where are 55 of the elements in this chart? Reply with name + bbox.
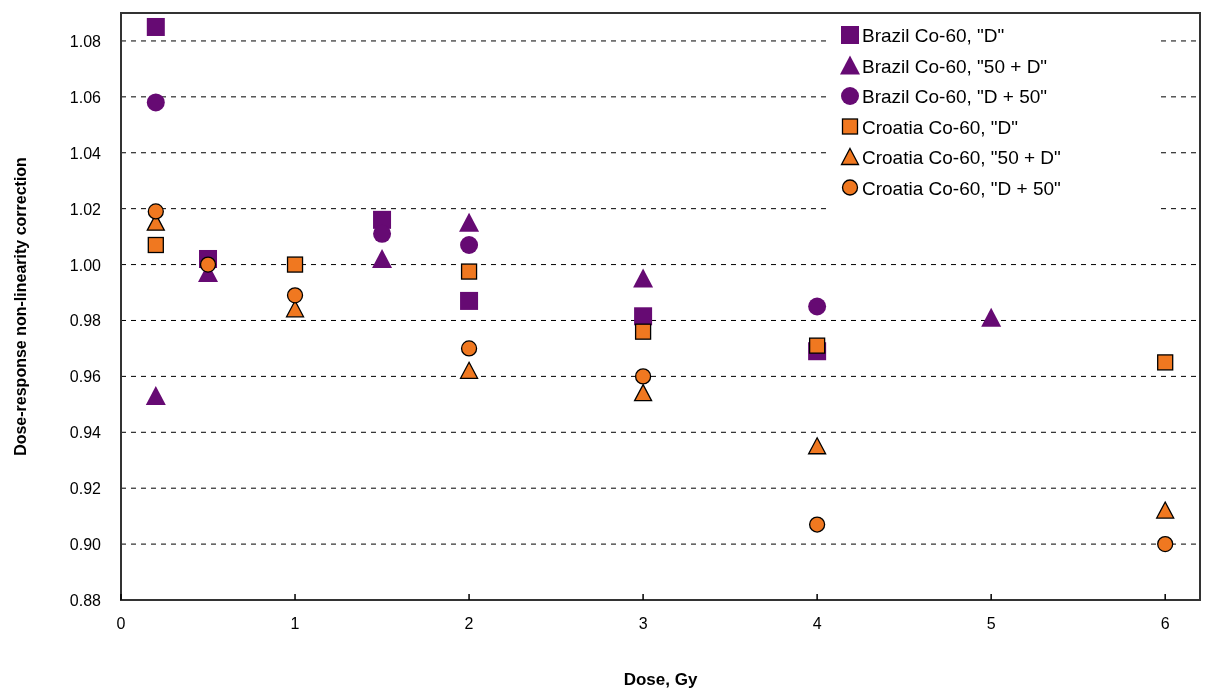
y-tick-label: 1.00 [69,256,102,274]
x-tick-label: 4 [812,615,822,632]
x-axis-title: Dose, Gy [623,670,698,689]
point [634,323,652,340]
point [146,93,165,112]
point [145,385,166,405]
y-tick-label: 0.98 [69,312,102,330]
point [808,337,826,354]
point [1156,501,1175,519]
y-tick-label: 0.94 [69,424,102,442]
x-tick-label: 2 [464,615,474,632]
point [147,236,164,254]
point [633,268,654,288]
legend-label: Croatia Co-60, "50 + D" [862,147,1061,168]
x-tick-label: 6 [1160,615,1170,632]
x-tick-label: 1 [290,615,300,632]
y-tick-label: 0.96 [69,368,102,386]
point [285,300,305,318]
y-tick-label: 0.92 [69,480,102,498]
point [1157,535,1174,553]
point [460,291,479,310]
point [460,340,478,357]
legend-label: Brazil Co-60, "D + 50" [862,86,1048,107]
point [459,212,480,232]
point [634,368,652,385]
point [808,297,827,316]
point [199,256,217,273]
point [286,287,304,304]
y-tick-label: 0.90 [69,536,102,554]
y-axis-title: Dose-response non-linearity correction [12,157,29,456]
point [286,256,304,273]
y-tick-label: 0.88 [69,592,102,609]
point [460,263,478,280]
y-tick-label: 1.02 [69,200,102,218]
point [146,17,165,36]
legend-label: Brazil Co-60, "50 + D" [862,55,1048,77]
x-tick-label: 3 [638,615,648,632]
point [1157,354,1174,371]
point [372,248,393,268]
point [147,203,164,220]
legend-label: Croatia Co-60, "D" [862,116,1019,138]
point [459,361,479,379]
point [460,236,479,255]
y-tick-label: 1.08 [69,32,102,50]
legend-label: Brazil Co-60, "D" [862,25,1005,46]
point [981,307,1002,327]
point [808,516,826,533]
x-tick-label: 0 [116,615,126,632]
legend-label: Croatia Co-60, "D + 50" [862,177,1061,199]
point [634,307,653,326]
y-tick-label: 1.06 [69,88,102,106]
point [807,437,827,455]
y-tick-label: 1.04 [69,144,102,162]
x-tick-label: 5 [986,615,996,632]
point [633,384,653,402]
